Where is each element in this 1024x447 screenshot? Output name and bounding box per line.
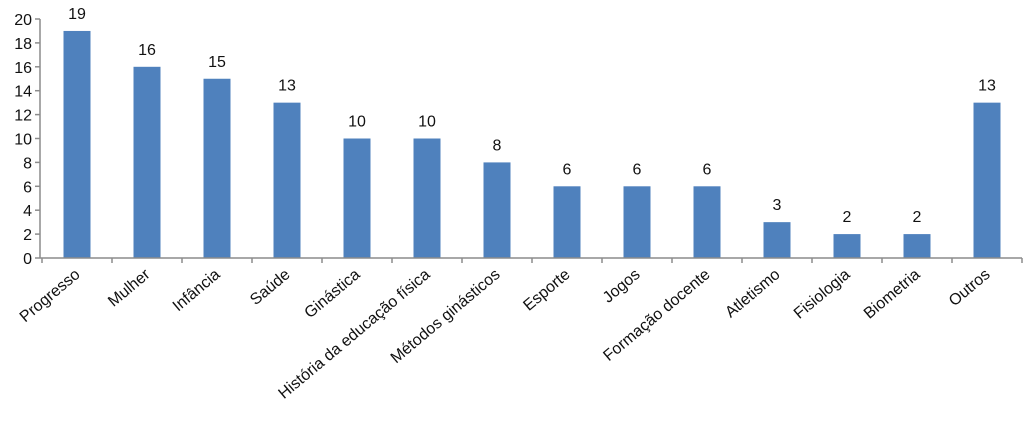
y-tick-label: 14 <box>14 84 32 101</box>
x-axis: Progresso Mulher Infância Saúde GinásticaHis… <box>17 257 1023 403</box>
bar <box>833 234 861 258</box>
data-label: 6 <box>703 161 712 178</box>
x-tick-label: Infância <box>170 266 224 315</box>
x-tick-label: Mulher <box>105 266 154 311</box>
y-tick-label: 4 <box>23 203 32 220</box>
y-tick-label: 12 <box>14 108 32 125</box>
bar <box>693 186 721 258</box>
data-label: 2 <box>843 209 852 226</box>
y-tick-label: 8 <box>23 155 32 172</box>
data-label: 16 <box>138 42 156 59</box>
bar <box>273 102 301 259</box>
y-tick-label: 20 <box>14 12 32 29</box>
y-tick-label: 0 <box>23 251 32 268</box>
y-tick-label: 16 <box>14 60 32 77</box>
y-tick-label: 18 <box>14 36 32 53</box>
x-tick-label: Esporte <box>520 266 573 315</box>
bar <box>973 102 1001 259</box>
bar <box>413 138 441 258</box>
data-label: 10 <box>348 114 366 131</box>
data-label: 3 <box>773 197 782 214</box>
bar <box>903 234 931 258</box>
data-label: 2 <box>913 209 922 226</box>
data-label: 19 <box>68 6 86 23</box>
x-tick-label: Atletismo <box>722 266 783 321</box>
data-label: 15 <box>208 54 226 71</box>
x-tick-label: Jogos <box>600 266 644 306</box>
bar <box>483 162 511 258</box>
x-tick-label: Outros <box>946 266 994 310</box>
bar <box>63 30 91 259</box>
x-tick-label: Biometria <box>861 266 924 323</box>
data-label: 13 <box>278 78 296 95</box>
bars: 19 16 15 13 10 10 8 6 6 6 3 2 2 13 <box>63 6 1001 259</box>
bar <box>203 78 231 258</box>
data-label: 8 <box>493 137 502 154</box>
bar <box>133 66 161 258</box>
bar <box>343 138 371 258</box>
data-label: 13 <box>978 78 996 95</box>
data-label: 10 <box>418 114 436 131</box>
x-tick-label: Ginástica <box>302 266 364 322</box>
x-tick-label: Fisiologia <box>791 266 854 323</box>
data-label: 6 <box>633 161 642 178</box>
x-tick-label: Progresso <box>17 266 84 326</box>
bar <box>763 222 791 258</box>
y-tick-label: 10 <box>14 132 32 149</box>
bar <box>553 186 581 258</box>
bar <box>623 186 651 258</box>
y-tick-label: 2 <box>23 227 32 244</box>
x-tick-label: Saúde <box>247 266 293 309</box>
y-tick-label: 6 <box>23 179 32 196</box>
data-label: 6 <box>563 161 572 178</box>
y-axis: 0 2 4 6 8 10 12 14 16 18 20 <box>14 12 41 268</box>
